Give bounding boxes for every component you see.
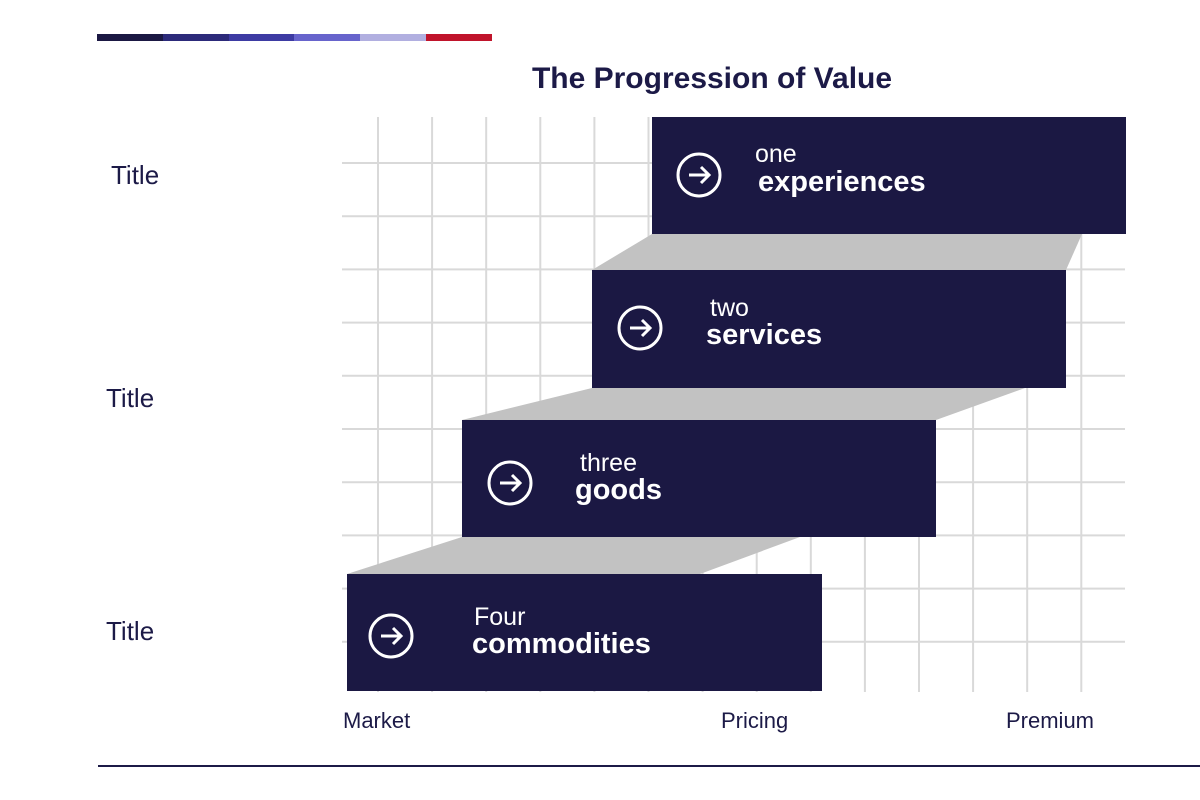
- connector-four-to-three: [347, 537, 800, 574]
- arrow-right-circle-icon: [617, 305, 663, 351]
- stage-box: [652, 117, 1126, 234]
- arrow-right-circle-icon: [368, 613, 414, 659]
- axis-label-market: Market: [343, 708, 411, 733]
- stage-box: [347, 574, 822, 691]
- axis-label-premium: Premium: [1006, 708, 1095, 733]
- stage-four: Four commodities: [347, 574, 822, 691]
- slide-title: The Progression of Value: [531, 62, 893, 95]
- accent-segment: [360, 34, 427, 41]
- stage-box: [462, 420, 936, 537]
- accent-segment: [97, 34, 163, 41]
- bottom-rule: [98, 765, 1200, 767]
- stage-three: three goods: [462, 420, 936, 537]
- accent-segment: [228, 34, 295, 41]
- stage-two: two services: [592, 270, 1066, 388]
- stage-name: commodities: [472, 628, 651, 660]
- stage-name: goods: [575, 474, 662, 506]
- stage-name: experiences: [758, 166, 926, 198]
- axis-label-pricing: Pricing: [721, 708, 789, 733]
- accent-segment: [162, 34, 229, 41]
- stage-name: services: [706, 319, 822, 351]
- title-container: The Progression of Value: [500, 62, 924, 96]
- accent-segment: [426, 34, 492, 41]
- stage-box: [592, 270, 1066, 388]
- stage-number: three: [580, 449, 637, 477]
- accent-bar: [97, 34, 492, 41]
- connector-two-to-one: [592, 234, 1082, 270]
- stage-number: Four: [474, 603, 525, 631]
- stage-one: one experiences: [652, 117, 1126, 234]
- arrow-right-circle-icon: [676, 152, 722, 198]
- arrow-right-circle-icon: [487, 460, 533, 506]
- stage-number: two: [710, 294, 749, 322]
- row-title-3: Title: [106, 616, 155, 646]
- stage-number: one: [755, 140, 797, 168]
- row-title-2: Title: [106, 383, 155, 413]
- row-title-1: Title: [111, 160, 160, 190]
- accent-segment: [294, 34, 361, 41]
- connector-three-to-two: [462, 388, 1025, 420]
